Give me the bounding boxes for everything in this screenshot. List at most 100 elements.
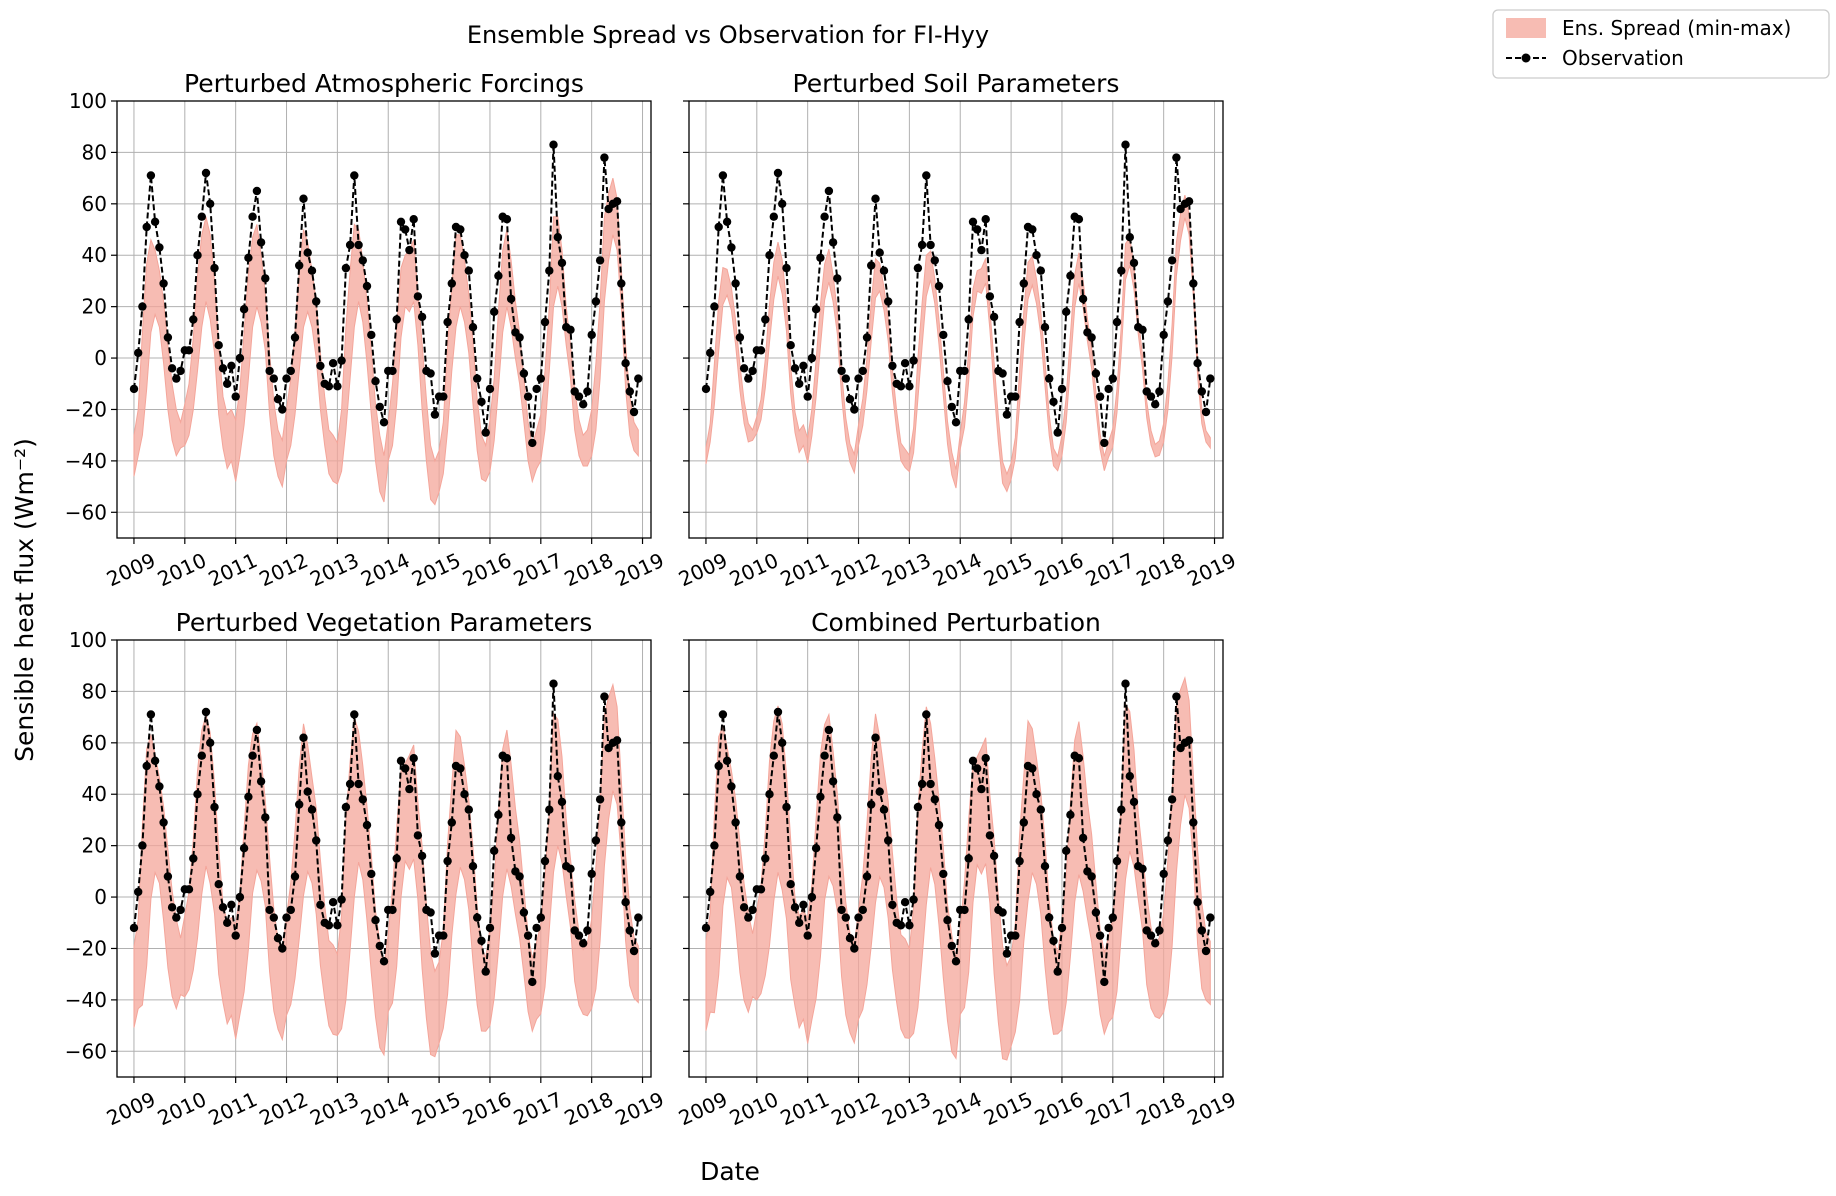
y-tick-label: 80 <box>82 140 107 164</box>
observation-point <box>841 913 850 922</box>
observation-point <box>761 854 770 863</box>
observation-point <box>799 900 808 909</box>
observation-point <box>184 885 194 894</box>
observation-point <box>807 353 817 363</box>
observation-point <box>833 813 842 822</box>
observation-point <box>473 913 482 922</box>
observation-point <box>189 315 198 324</box>
observation-point <box>265 366 274 376</box>
x-tick-label: 2010 <box>154 1087 210 1130</box>
observation-point <box>392 315 401 324</box>
observation-point <box>587 330 596 340</box>
observation-point <box>536 374 545 383</box>
observation-point <box>167 903 177 912</box>
observation-point <box>553 233 562 242</box>
observation-point <box>998 369 1007 378</box>
observation-point <box>218 903 228 912</box>
observation-point <box>922 171 931 180</box>
observation-point <box>337 356 346 365</box>
observation-point <box>456 764 465 773</box>
observation-point <box>210 263 219 273</box>
observation-point <box>591 836 601 845</box>
observation-point <box>735 333 745 342</box>
observation-point <box>1129 797 1139 807</box>
observation-point <box>1193 359 1202 368</box>
x-tick-label: 2011 <box>205 548 261 591</box>
observation-point <box>875 248 884 257</box>
y-tick-label: −20 <box>65 397 107 421</box>
observation-point <box>968 756 978 765</box>
observation-point <box>1104 384 1113 394</box>
observation-point <box>905 382 914 391</box>
x-tick-label: 2018 <box>1133 1087 1189 1130</box>
observation-point <box>485 923 495 933</box>
observation-point <box>998 908 1007 917</box>
observation-point <box>621 359 630 368</box>
observation-point <box>773 707 783 717</box>
observation-point <box>519 908 529 917</box>
observation-point <box>134 887 143 897</box>
observation-point <box>401 225 410 234</box>
observation-point <box>388 366 397 376</box>
observation-point <box>252 725 262 735</box>
observation-point <box>371 916 380 925</box>
observation-line <box>705 683 1212 982</box>
observation-point <box>1167 256 1177 265</box>
observation-point <box>574 931 584 940</box>
observation-point <box>269 913 278 922</box>
observation-point <box>981 754 990 763</box>
observation-point <box>778 199 787 208</box>
x-tick-label: 2013 <box>878 1087 934 1130</box>
observation-point <box>468 323 478 332</box>
y-tick-label: 40 <box>82 782 107 806</box>
observation-point <box>392 854 401 863</box>
observation-point <box>1032 251 1041 260</box>
observation-point <box>155 782 164 791</box>
observation-point <box>426 369 435 378</box>
observation-point <box>362 281 372 291</box>
observation-point <box>820 212 829 221</box>
x-tick-label: 2010 <box>726 1087 782 1130</box>
y-tick-label: 100 <box>69 628 107 652</box>
observation-point <box>1028 225 1037 234</box>
observation-point <box>1087 872 1096 881</box>
observation-point <box>540 856 550 866</box>
observation-point <box>612 197 622 206</box>
observation-point <box>401 764 410 773</box>
observation-point <box>362 820 372 830</box>
observation-point <box>201 707 211 717</box>
observation-point <box>1108 374 1118 383</box>
observation-point <box>841 374 850 383</box>
observation-point <box>583 926 592 935</box>
observation-point <box>1095 392 1105 401</box>
observation-line <box>133 683 640 982</box>
observation-point <box>782 263 791 273</box>
observation-point <box>731 279 740 288</box>
observation-point <box>316 900 325 909</box>
observation-point <box>845 395 855 404</box>
observation-point <box>341 802 351 812</box>
y-tick-label: 100 <box>69 89 107 113</box>
observation-point <box>1159 330 1168 340</box>
observation-point <box>159 818 168 827</box>
observation-point <box>1155 926 1164 935</box>
observation-point <box>1011 392 1020 401</box>
x-tick-label: 2014 <box>929 548 985 591</box>
observation-point <box>1057 923 1067 933</box>
observation-point <box>896 921 906 930</box>
observation-point <box>1062 846 1071 855</box>
x-tick-label: 2011 <box>777 548 833 591</box>
observation-point <box>468 862 478 871</box>
observation-point <box>290 872 300 881</box>
observation-point <box>333 921 342 930</box>
x-tick-label: 2014 <box>357 548 413 591</box>
observation-point <box>765 251 774 260</box>
observation-point <box>579 400 588 409</box>
observation-point <box>718 710 728 719</box>
observation-point <box>261 274 270 283</box>
figure-y-axis-label: Sensible heat flux (Wm⁻²) <box>10 438 39 762</box>
observation-point <box>896 382 906 391</box>
y-tick-label: 0 <box>94 346 107 370</box>
observation-point <box>172 374 181 383</box>
